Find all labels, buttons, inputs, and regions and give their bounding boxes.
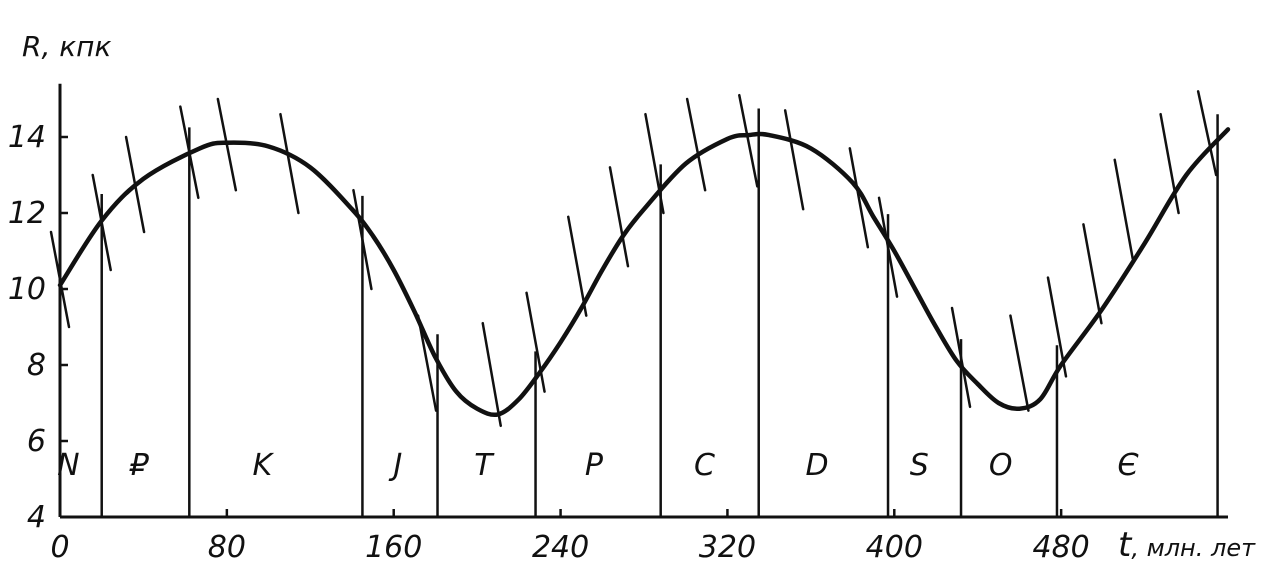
error-bar-5 [279,112,300,215]
y-tick-label-1: 6 [27,424,46,459]
error-bar-9 [525,291,546,393]
period-label-1: ₽ [129,448,150,483]
period-label-9: O [989,448,1013,483]
period-label-6: C [694,448,715,483]
error-bar-14 [738,93,759,188]
period-label-2: K [252,448,274,483]
error-bar-23 [1159,112,1180,215]
x-tick-label-6: 480 [1033,530,1090,565]
y-axis-title: R, кпк [22,30,111,63]
error-bar-22 [1113,158,1134,260]
y-tick-label-4: 12 [8,196,46,231]
error-bar-11 [608,166,630,268]
period-label-8: S [910,448,929,483]
error-bar-8 [481,321,502,428]
period-label-4: T [474,448,495,483]
period-labels: N ₽ K J T P C D S O Є [57,448,1139,483]
error-bar-13 [685,97,707,192]
x-tick-label-5: 400 [866,530,923,565]
period-label-5: P [585,448,604,483]
x-tick-label-4: 320 [699,530,756,565]
y-tick-label-5: 14 [8,120,46,155]
period-label-0: N [57,448,79,483]
y-tick-label-0: 4 [27,500,46,535]
series-line [57,127,1231,418]
error-bar-10 [567,215,588,317]
y-tick-label-3: 10 [8,272,46,307]
x-tick-label-1: 80 [208,530,246,565]
error-bar-21 [1082,223,1103,325]
x-tick-label-3: 240 [532,530,589,565]
error-bar-16 [848,147,870,249]
x-tick-label-0: 0 [50,530,69,565]
error-bar-15 [783,109,805,211]
x-axis-title: t, млн. лет [1118,525,1256,565]
y-tick-label-2: 8 [27,348,46,383]
x-tick-label-2: 160 [365,530,422,565]
period-label-10: Є [1117,448,1139,483]
error-bar-19 [1009,314,1030,412]
period-label-7: D [806,448,829,483]
error-bar-24 [1196,90,1218,177]
axis-ticks: 0 80 160 240 320 400 480 4 6 8 10 12 14 [8,120,1090,565]
period-label-3: J [388,448,402,483]
